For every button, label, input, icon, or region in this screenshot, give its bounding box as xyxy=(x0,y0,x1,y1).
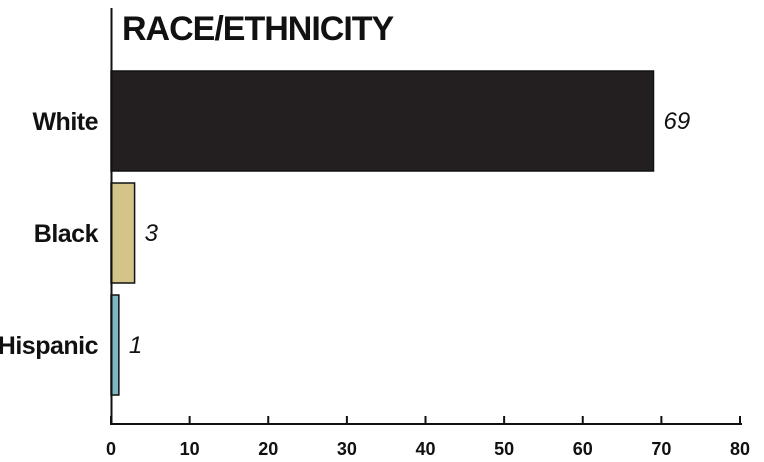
bar-black xyxy=(110,182,136,284)
value-label-black: 3 xyxy=(145,220,159,247)
x-tick-label-10: 10 xyxy=(180,439,200,459)
category-label-hispanic: Hispanic xyxy=(0,332,99,360)
chart-title: RACE/ETHNICITY xyxy=(122,10,395,48)
bar-white xyxy=(110,70,655,172)
x-tick-label-40: 40 xyxy=(415,439,435,459)
x-tick-label-30: 30 xyxy=(337,439,357,459)
value-labels: 69 3 1 xyxy=(129,108,690,359)
bars-group xyxy=(110,70,655,396)
category-label-white: White xyxy=(32,108,98,136)
x-tick-label-70: 70 xyxy=(651,439,671,459)
x-axis-ticks: 0 10 20 30 40 50 60 70 80 xyxy=(106,416,750,459)
value-label-hispanic: 1 xyxy=(129,332,142,359)
category-label-black: Black xyxy=(34,220,99,248)
value-label-white: 69 xyxy=(664,108,691,135)
category-labels: White Black Hispanic xyxy=(0,108,99,360)
x-tick-label-50: 50 xyxy=(494,439,514,459)
x-tick-label-0: 0 xyxy=(106,439,116,459)
x-tick-label-80: 80 xyxy=(730,439,750,459)
x-tick-label-20: 20 xyxy=(258,439,278,459)
x-tick-label-60: 60 xyxy=(573,439,593,459)
